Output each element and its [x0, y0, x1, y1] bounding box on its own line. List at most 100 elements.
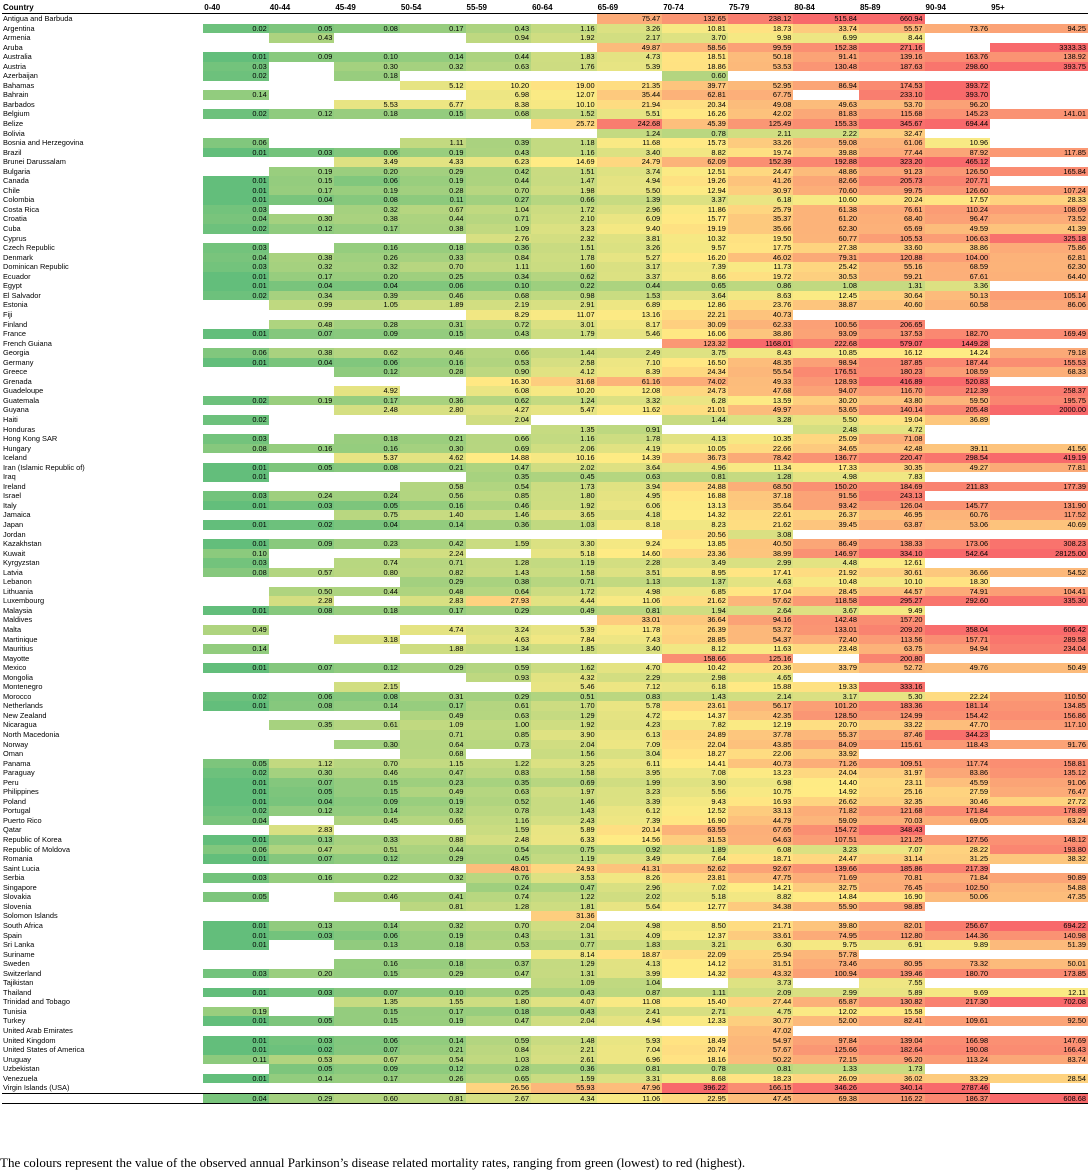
- heatmap-cell: 61.06: [858, 138, 925, 148]
- heatmap-cell: 6.99: [793, 33, 859, 43]
- heatmap-cell: 126.50: [924, 166, 991, 177]
- heatmap-cell: 0.07: [268, 777, 335, 788]
- heatmap-cell: 50.49: [990, 663, 1088, 673]
- heatmap-cell: [400, 864, 466, 874]
- heatmap-cell: [334, 472, 400, 482]
- heatmap-cell: [334, 654, 400, 664]
- heatmap-cell: 40.73: [727, 309, 794, 320]
- header-age-80-84: 80-84: [793, 3, 859, 14]
- heatmap-cell: [269, 62, 335, 72]
- heatmap-cell: 0.01: [203, 147, 269, 158]
- heatmap-cell: 126.04: [858, 500, 925, 511]
- heatmap-cell: 15.88: [727, 682, 794, 692]
- heatmap-cell: 50.06: [924, 892, 991, 902]
- heatmap-cell: 0.17: [334, 395, 400, 406]
- heatmap-cell: 15.40: [662, 997, 728, 1007]
- heatmap-cell: 0.21: [399, 1045, 466, 1055]
- heatmap-cell: 10.20: [465, 80, 532, 91]
- table-row: Qatar 2.83 1.59 5.89 20.14 63.55 67.65 154.72 34…: [2, 825, 1088, 836]
- heatmap-cell: 1.76: [531, 61, 597, 72]
- heatmap-cell: 5.39: [596, 61, 663, 72]
- heatmap-cell: 33.60: [858, 243, 925, 253]
- country-name: Costa Rica: [3, 204, 40, 214]
- table-row: North Macedonia 0.71 0.85 3.90 6.13 24.89 37.7…: [2, 730, 1088, 740]
- heatmap-cell: 0.14: [334, 920, 400, 931]
- heatmap-cell: [466, 950, 532, 960]
- heatmap-cell: 0.14: [399, 52, 466, 62]
- heatmap-cell: 37.18: [727, 491, 794, 501]
- heatmap-cell: [203, 367, 269, 377]
- heatmap-cell: [925, 911, 991, 921]
- country-name: Serbia: [3, 873, 25, 883]
- heatmap-cell: [203, 902, 269, 912]
- heatmap-cell: 83.86: [924, 768, 991, 778]
- heatmap-cell: 42.48: [858, 443, 925, 454]
- heatmap-cell: 0.01: [203, 787, 269, 797]
- heatmap-cell: 24.73: [662, 386, 728, 396]
- heatmap-cell: 4.63: [727, 577, 794, 587]
- heatmap-cell: 19.00: [531, 80, 597, 91]
- table-row: Cyprus 2.76 2.32 3.81 10.32 19.50 60.77 105.53 1…: [2, 233, 1088, 244]
- heatmap-cell: 2.91: [531, 300, 597, 310]
- heatmap-cell: 98.85: [858, 901, 925, 912]
- heatmap-cell: 0.65: [662, 281, 728, 291]
- heatmap-cell: 345.67: [858, 119, 925, 129]
- heatmap-cell: [203, 510, 269, 520]
- heatmap-cell: 2.04: [531, 1016, 597, 1026]
- heatmap-cell: 2.10: [531, 214, 597, 225]
- heatmap-cell: 155.33: [793, 119, 859, 129]
- heatmap-cell: [990, 749, 1088, 759]
- table-row: Solomon Islands 31.36: [2, 911, 1088, 921]
- heatmap-cell: [400, 386, 466, 396]
- heatmap-cell: [925, 654, 991, 664]
- heatmap-cell: 0.44: [399, 214, 466, 225]
- heatmap-cell: 1.83: [596, 940, 663, 950]
- heatmap-cell: 140.98: [990, 930, 1088, 941]
- heatmap-cell: 62.81: [990, 252, 1088, 263]
- heatmap-cell: 35.37: [727, 214, 794, 225]
- country-name: Iran (Islamic Republic of): [3, 462, 85, 472]
- heatmap-cell: [400, 1026, 466, 1036]
- heatmap-cell: 0.26: [334, 252, 400, 263]
- heatmap-cell: 183.36: [858, 701, 925, 711]
- heatmap-cell: [597, 415, 663, 425]
- heatmap-cell: 62.33: [727, 319, 794, 330]
- heatmap-cell: 6.85: [662, 586, 728, 597]
- table-row: Haiti 0.02 2.04 1.44 3.28 5.50 19.04 36.89: [2, 414, 1088, 425]
- heatmap-cell: 205.48: [924, 405, 991, 415]
- heatmap-cell: [269, 997, 335, 1007]
- heatmap-cell: 4.12: [531, 367, 597, 377]
- heatmap-cell: 0.01: [203, 329, 269, 339]
- heatmap-cell: 35.64: [727, 500, 794, 511]
- table-row: Montenegro 2.15 5.46 7.12 6.18 15.88 19.33 333.…: [2, 682, 1088, 692]
- heatmap-cell: 0.70: [399, 262, 466, 272]
- heatmap-cell: 28.54: [990, 1073, 1088, 1084]
- heatmap-cell: 17.33: [793, 462, 859, 473]
- heatmap-cell: 0.14: [268, 1073, 335, 1084]
- heatmap-cell: 141.01: [990, 109, 1088, 120]
- heatmap-cell: 0.81: [399, 1092, 466, 1105]
- heatmap-cell: [925, 320, 991, 330]
- heatmap-cell: 0.94: [465, 33, 532, 43]
- country-name: Lebanon: [3, 577, 32, 587]
- table-row: Bulgaria 0.19 0.20 0.29 0.42 1.51 3.74 12.51 24.…: [2, 166, 1088, 177]
- heatmap-cell: 1.09: [531, 978, 597, 988]
- heatmap-cell: [990, 615, 1088, 625]
- heatmap-cell: 110.24: [924, 204, 991, 215]
- heatmap-cell: 0.68: [399, 749, 466, 759]
- heatmap-cell: [334, 711, 400, 721]
- heatmap-cell: 0.38: [268, 348, 335, 358]
- heatmap-cell: 8.38: [465, 99, 532, 110]
- heatmap-cell: 77.81: [990, 462, 1088, 473]
- table-row: Jordan 20.56 3.08: [2, 529, 1088, 540]
- heatmap-cell: 0.07: [268, 854, 335, 864]
- heatmap-cell: 9.40: [596, 224, 663, 234]
- table-row: Singapore 0.24 0.47 2.96 7.02 14.21 32.75 76.45…: [2, 882, 1088, 893]
- heatmap-cell: 1.04: [596, 978, 663, 988]
- heatmap-cell: [269, 43, 335, 53]
- heatmap-cell: 0.80: [334, 567, 400, 578]
- heatmap-cell: 11.86: [662, 204, 728, 215]
- heatmap-cell: [400, 635, 466, 645]
- heatmap-cell: 22.09: [662, 949, 728, 960]
- heatmap-cell: 222.68: [793, 338, 859, 349]
